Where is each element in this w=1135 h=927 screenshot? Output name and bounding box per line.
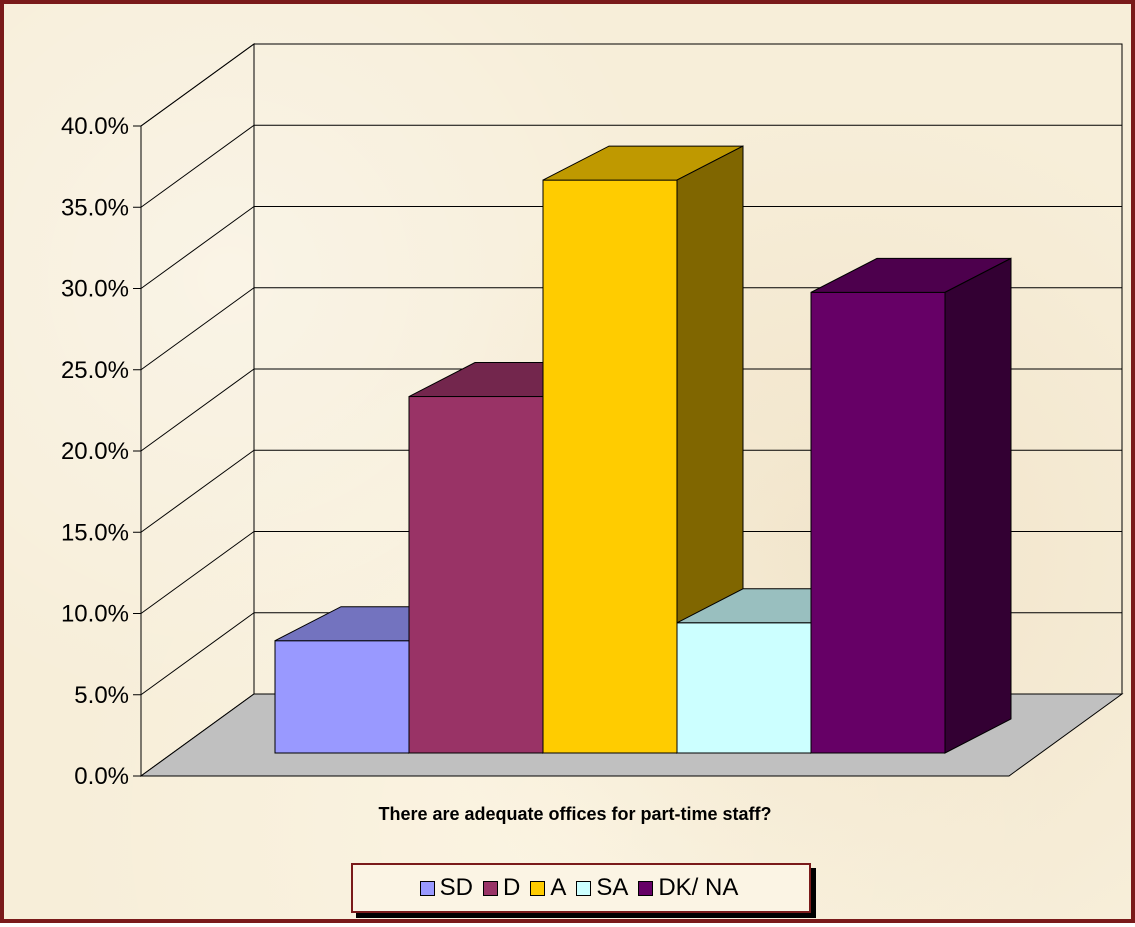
y-tick-label: 20.0% bbox=[61, 438, 129, 465]
bar-front bbox=[542, 179, 678, 754]
legend-item: SA bbox=[576, 874, 628, 902]
y-tick-label: 25.0% bbox=[61, 357, 129, 384]
bars bbox=[274, 145, 1012, 754]
legend-swatch bbox=[530, 880, 546, 896]
bar-front bbox=[676, 622, 812, 754]
legend-item: SD bbox=[419, 874, 473, 902]
y-tick-label: 5.0% bbox=[74, 682, 129, 709]
legend-swatch bbox=[419, 880, 435, 896]
gridline-side bbox=[140, 531, 255, 614]
legend-item: D bbox=[482, 874, 521, 902]
y-tick-label: 30.0% bbox=[61, 276, 129, 303]
bar-side bbox=[944, 257, 1012, 754]
y-tick-label: 0.0% bbox=[74, 763, 129, 790]
y-tick-label: 10.0% bbox=[61, 601, 129, 628]
legend-label: SA bbox=[596, 874, 629, 901]
gridline-side bbox=[140, 124, 255, 208]
gridline-side bbox=[140, 612, 255, 696]
y-tick-label: 35.0% bbox=[61, 194, 129, 221]
gridline-side bbox=[140, 206, 255, 289]
legend-label: DK/ NA bbox=[658, 874, 739, 901]
bar-front bbox=[408, 396, 544, 754]
legend-item: A bbox=[530, 874, 566, 902]
x-axis-title: There are adequate offices for part-time… bbox=[378, 804, 771, 824]
bar-front bbox=[810, 291, 946, 754]
legend-label: A bbox=[550, 874, 567, 901]
y-axis-ticks: 0.0% 5.0% 10.0% 15.0% 20.0% 25.0% 30.0% 35.0% 40… bbox=[61, 113, 141, 790]
bar-dkna bbox=[810, 257, 1012, 754]
legend-swatch bbox=[482, 880, 498, 896]
legend-label: SD bbox=[439, 874, 473, 901]
gridline-side bbox=[140, 449, 255, 533]
bar-chart: 0.0% 5.0% 10.0% 15.0% 20.0% 25.0% 30.0% 35.0% 40… bbox=[61, 43, 1124, 824]
bar-front bbox=[274, 640, 410, 754]
legend-label: D bbox=[502, 874, 521, 901]
legend-item: DK/ NA bbox=[638, 874, 738, 902]
legend: SD D A SA DK/ NA bbox=[351, 863, 811, 913]
y-tick-label: 40.0% bbox=[61, 113, 129, 140]
gridline-side bbox=[140, 287, 255, 371]
y-tick-label: 15.0% bbox=[61, 519, 129, 546]
gridline-side bbox=[140, 368, 255, 452]
gridline-side bbox=[140, 43, 255, 127]
legend-swatch bbox=[576, 880, 592, 896]
legend-swatch bbox=[638, 880, 654, 896]
